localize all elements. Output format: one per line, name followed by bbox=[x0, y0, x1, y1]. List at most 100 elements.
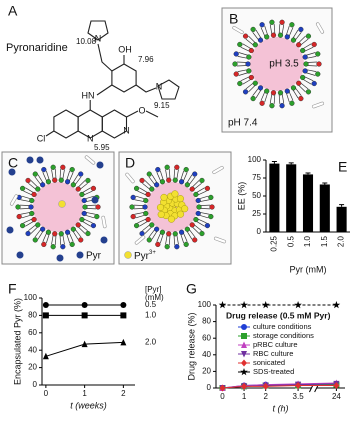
lipid-tail bbox=[156, 172, 162, 182]
lipid-head bbox=[166, 177, 172, 183]
lipid-head bbox=[289, 100, 295, 106]
panel-label: C bbox=[8, 155, 18, 171]
bond bbox=[97, 43, 113, 72]
lipid-head bbox=[69, 166, 75, 173]
error-bar bbox=[271, 160, 277, 164]
lipid-head bbox=[257, 37, 264, 43]
lipid-tail bbox=[23, 190, 33, 196]
vesicle-rod bbox=[125, 172, 135, 184]
lipid-tail bbox=[281, 24, 285, 35]
lipid-tail bbox=[51, 169, 54, 180]
lipid-tail bbox=[186, 230, 193, 240]
series-label: 0.5 bbox=[145, 300, 157, 309]
lipid-head bbox=[81, 210, 87, 217]
lipid-head bbox=[250, 26, 256, 33]
x-tick-label: 2.0 bbox=[337, 235, 346, 247]
lipid-head bbox=[172, 177, 178, 183]
drug-aggregate bbox=[167, 215, 175, 223]
lipid-head bbox=[70, 182, 76, 188]
lipid-head bbox=[204, 185, 211, 192]
vesicle-rod bbox=[315, 22, 325, 34]
atom: N bbox=[95, 33, 102, 43]
lipid-tail bbox=[245, 38, 254, 46]
marker bbox=[262, 382, 269, 390]
lipid-head bbox=[209, 204, 215, 210]
lipid-tail bbox=[159, 170, 164, 181]
error-bar bbox=[288, 162, 294, 165]
lipid-head bbox=[279, 19, 285, 25]
lipid-head bbox=[248, 47, 254, 54]
marker bbox=[120, 338, 127, 346]
ring bbox=[53, 109, 79, 139]
lipid-head bbox=[159, 179, 166, 185]
liposome bbox=[232, 19, 325, 109]
bond bbox=[45, 130, 55, 137]
lipid-tail bbox=[260, 91, 266, 101]
lipid-tail bbox=[84, 195, 95, 200]
lipid-tail bbox=[188, 176, 196, 185]
lipid-tail bbox=[292, 29, 299, 39]
lipid-head bbox=[78, 171, 84, 177]
lipid-head bbox=[277, 90, 284, 96]
lipid-head bbox=[40, 182, 46, 188]
marker bbox=[295, 382, 302, 390]
lipid-head bbox=[31, 191, 37, 198]
lipid-tail bbox=[156, 232, 162, 242]
lipid-head bbox=[316, 61, 322, 67]
lipid-head bbox=[45, 229, 52, 235]
marker bbox=[42, 312, 49, 319]
lipid-tail bbox=[148, 229, 156, 238]
lipid-head bbox=[184, 226, 190, 232]
lipid-head bbox=[270, 90, 277, 96]
lipid-tail bbox=[278, 93, 281, 104]
x-tick-label: 0.25 bbox=[270, 235, 279, 251]
lipid-head bbox=[208, 194, 214, 201]
lipid-tail bbox=[304, 46, 314, 52]
lipid-tail bbox=[292, 89, 299, 99]
lipid-head bbox=[300, 74, 306, 81]
lipid-tail bbox=[20, 199, 31, 203]
lipid-tail bbox=[62, 169, 65, 180]
marker bbox=[332, 301, 341, 309]
lipid-tail bbox=[269, 93, 273, 104]
lipid-tail bbox=[245, 82, 254, 90]
lipid-head bbox=[250, 95, 256, 102]
lipid-head bbox=[129, 204, 135, 210]
lipid-tail bbox=[191, 180, 200, 188]
panel-label: A bbox=[8, 3, 18, 19]
lipid-tail bbox=[81, 220, 91, 227]
panel-label: F bbox=[8, 281, 17, 297]
legend-superscript: 3+ bbox=[149, 250, 156, 256]
lipid-head bbox=[159, 229, 166, 235]
pka-label: 5.95 bbox=[94, 143, 110, 152]
lipid-head bbox=[208, 213, 214, 220]
lipid-tail bbox=[298, 84, 306, 93]
lipid-head bbox=[259, 100, 265, 106]
bar bbox=[286, 164, 297, 232]
lipid-tail bbox=[240, 76, 250, 82]
lipid-tail bbox=[182, 232, 188, 242]
lipid-head bbox=[290, 85, 297, 91]
bar bbox=[302, 174, 314, 232]
lipid-tail bbox=[288, 91, 294, 101]
lipid-tail bbox=[77, 226, 86, 234]
lipid-head bbox=[75, 186, 81, 192]
lipid-head bbox=[242, 89, 249, 95]
legend-marker bbox=[241, 324, 247, 330]
vesicle-rod bbox=[9, 194, 19, 206]
drug-aggregate bbox=[177, 210, 185, 218]
lipid-tail bbox=[142, 182, 151, 190]
lipid-tail bbox=[193, 224, 202, 232]
lipid-tail bbox=[68, 172, 74, 182]
lipid-tail bbox=[151, 230, 158, 240]
lipid-tail bbox=[180, 233, 185, 244]
x-tick-label: 1 bbox=[242, 392, 247, 401]
pka-label: 7.96 bbox=[138, 55, 154, 64]
lipid-head bbox=[90, 185, 97, 192]
x-tick-label: 1.5 bbox=[320, 235, 329, 247]
error-bar bbox=[322, 182, 328, 185]
liposome bbox=[6, 155, 108, 262]
atom: N bbox=[123, 125, 130, 135]
